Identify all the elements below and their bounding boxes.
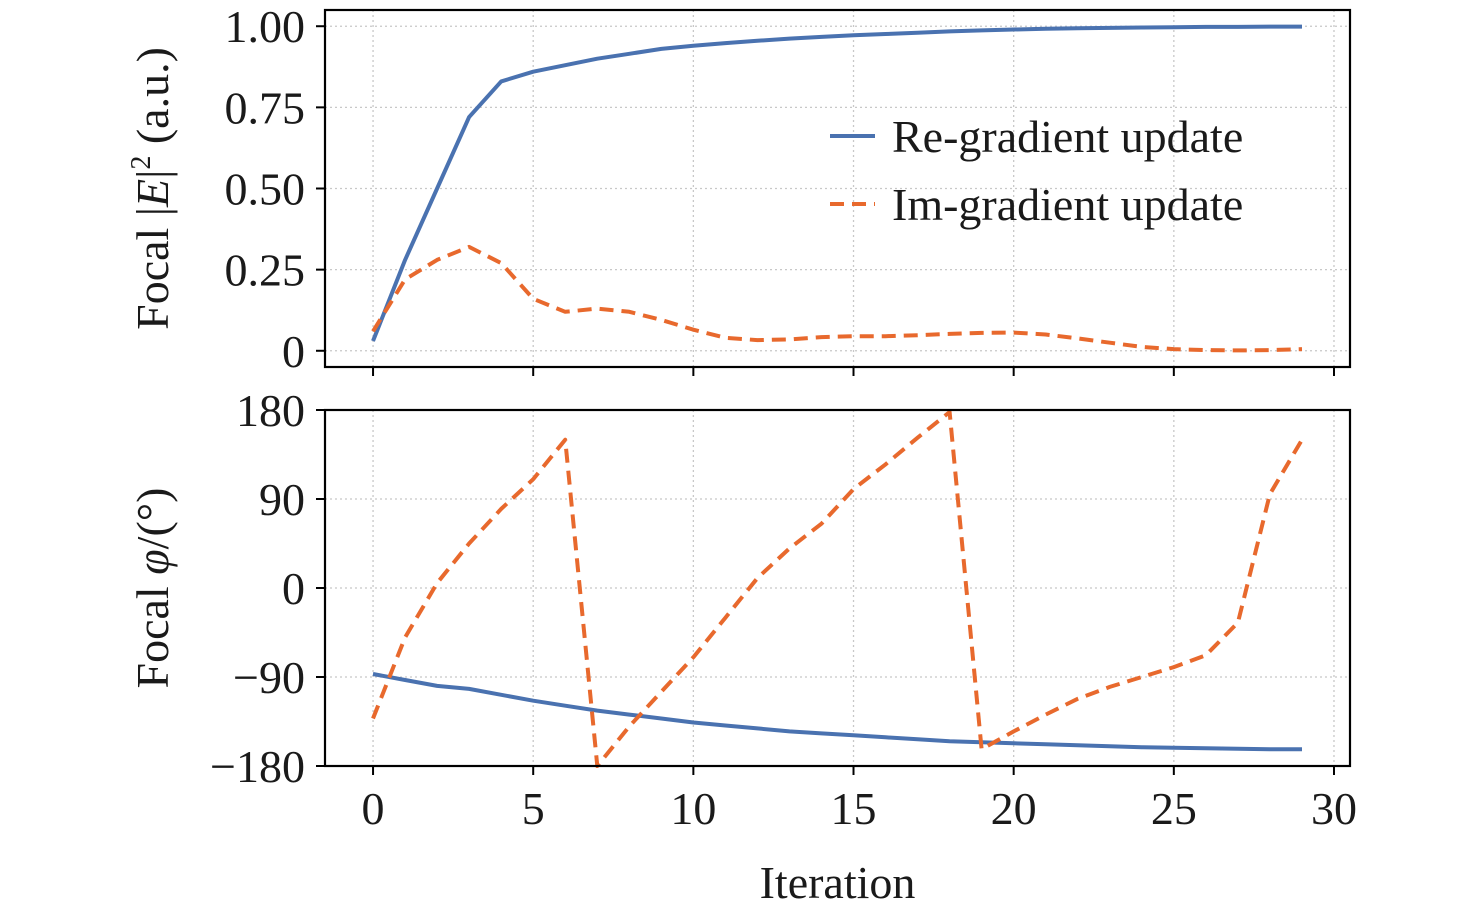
y-tick-label: 0 bbox=[282, 563, 305, 614]
bottom-ticks: 0 5 10 15 20 25 30 −180 −90 0 90 180 bbox=[210, 385, 1357, 834]
re-gradient-series-line bbox=[371, 24, 1302, 342]
x-tick-label: 15 bbox=[831, 783, 877, 834]
re-legend-label: Re-gradient update bbox=[892, 111, 1243, 162]
x-tick-label: 30 bbox=[1311, 783, 1357, 834]
x-axis-label: Iteration bbox=[760, 857, 916, 908]
y-tick-label: 90 bbox=[259, 474, 305, 525]
im-legend-label: Im-gradient update bbox=[892, 179, 1243, 230]
y-tick-label: 0 bbox=[282, 326, 305, 377]
top-ticks: 0 0.25 0.50 0.75 1.00 bbox=[225, 1, 1335, 377]
y-tick-label: −90 bbox=[233, 652, 305, 703]
x-tick-label: 5 bbox=[522, 783, 545, 834]
x-tick-label: 0 bbox=[362, 783, 385, 834]
re-gradient-series-line bbox=[372, 672, 1302, 752]
y-tick-label: −180 bbox=[210, 741, 305, 792]
x-tick-label: 20 bbox=[991, 783, 1037, 834]
y-tick-label: 1.00 bbox=[225, 1, 306, 52]
bottom-series bbox=[371, 410, 1304, 768]
y-tick-label: 0.50 bbox=[225, 164, 306, 215]
top-panel: 0 0.25 0.50 0.75 1.00 Focal |E|2 (a.u.) Re-g… bbox=[126, 1, 1352, 377]
im-gradient-series-line bbox=[371, 410, 1304, 768]
top-series bbox=[371, 24, 1303, 353]
top-grid bbox=[325, 10, 1350, 367]
y-tick-label: 0.25 bbox=[225, 245, 306, 296]
x-tick-label: 25 bbox=[1151, 783, 1197, 834]
top-y-axis-label: Focal |E|2 (a.u.) bbox=[126, 47, 178, 330]
bottom-grid bbox=[325, 409, 1350, 767]
x-tick-label: 10 bbox=[670, 783, 716, 834]
legend: Re-gradient update Im-gradient update bbox=[830, 111, 1243, 230]
y-tick-label: 180 bbox=[236, 385, 305, 436]
bottom-panel: 0 5 10 15 20 25 30 −180 −90 0 90 180 Focal φ/(°) It… bbox=[127, 385, 1357, 908]
im-gradient-series-line bbox=[371, 244, 1303, 353]
bottom-y-axis-label: Focal φ/(°) bbox=[127, 488, 178, 689]
y-tick-label: 0.75 bbox=[225, 82, 306, 133]
